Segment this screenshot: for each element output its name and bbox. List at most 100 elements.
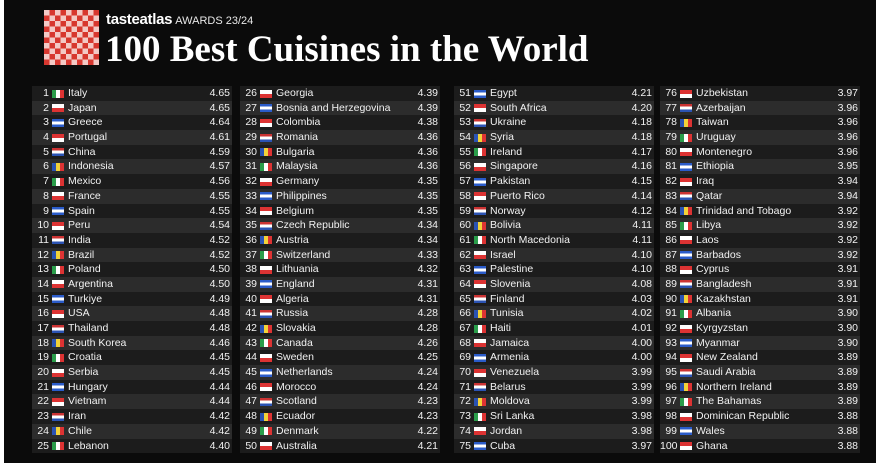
rank: 49 <box>245 424 257 437</box>
score: 4.55 <box>209 189 230 202</box>
flag-icon <box>680 427 692 436</box>
score: 3.99 <box>631 366 652 379</box>
cuisine-name: Bolivia <box>490 219 521 232</box>
ranking-row: 7 Mexico 4.56 <box>32 174 232 189</box>
cuisine-name: Bulgaria <box>276 145 315 158</box>
rank: 58 <box>459 189 471 202</box>
rank: 94 <box>665 351 677 364</box>
cuisine-name: Palestine <box>490 263 534 276</box>
score: 4.48 <box>209 307 230 320</box>
ranking-row: 45 Netherlands 4.24 <box>240 365 440 380</box>
rank: 77 <box>665 101 677 114</box>
ranking-row: 48 Ecuador 4.23 <box>240 409 440 424</box>
score: 4.45 <box>209 351 230 364</box>
score: 4.61 <box>209 131 230 144</box>
cuisine-name: USA <box>68 307 90 320</box>
rank: 93 <box>665 336 677 349</box>
rank: 72 <box>459 395 471 408</box>
cuisine-name: Canada <box>276 336 313 349</box>
ranking-row: 14 Argentina 4.50 <box>32 276 232 292</box>
score: 3.91 <box>837 292 858 305</box>
rank: 9 <box>43 204 49 217</box>
ranking-row: 10 Peru 4.54 <box>32 218 232 233</box>
score: 4.34 <box>417 219 438 232</box>
score: 4.21 <box>417 439 438 452</box>
cuisine-name: Trinidad and Tobago <box>696 204 792 217</box>
ranking-row: 64 Slovenia 4.08 <box>454 276 654 292</box>
rank: 38 <box>245 263 257 276</box>
rank: 96 <box>665 380 677 393</box>
ranking-row: 30 Bulgaria 4.36 <box>240 144 440 160</box>
ranking-row: 100 Ghana 3.88 <box>660 438 860 454</box>
cuisine-name: India <box>68 233 91 246</box>
score: 3.96 <box>837 116 858 129</box>
ranking-row: 28 Colombia 4.38 <box>240 115 440 131</box>
ranking-row: 25 Lebanon 4.40 <box>32 438 232 454</box>
score: 3.97 <box>837 87 858 99</box>
ranking-row: 3 Greece 4.64 <box>32 115 232 131</box>
score: 4.36 <box>417 160 438 173</box>
score: 3.90 <box>837 322 858 334</box>
flag-icon <box>474 353 486 362</box>
score: 4.11 <box>632 219 652 232</box>
score: 4.18 <box>631 116 652 129</box>
flag-icon <box>260 368 272 377</box>
rank: 100 <box>660 439 678 452</box>
cuisine-name: Kazakhstan <box>696 292 751 305</box>
rank: 68 <box>459 336 471 349</box>
cuisine-name: Azerbaijan <box>696 101 746 114</box>
rank: 80 <box>665 145 677 158</box>
flag-icon <box>680 118 692 127</box>
rank: 43 <box>245 336 257 349</box>
rank: 1 <box>43 87 49 99</box>
cuisine-name: Croatia <box>68 351 102 364</box>
ranking-row: 4 Portugal 4.61 <box>32 130 232 145</box>
ranking-row: 68 Jamaica 4.00 <box>454 335 654 351</box>
score: 4.01 <box>631 322 652 334</box>
rank: 42 <box>245 322 257 334</box>
flag-icon <box>474 177 486 186</box>
cuisine-name: Iran <box>68 410 87 423</box>
flag-icon <box>52 177 64 186</box>
flag-icon <box>680 148 692 157</box>
ranking-row: 77 Azerbaijan 3.96 <box>660 100 860 116</box>
ranking-row: 78 Taiwan 3.96 <box>660 115 860 131</box>
rank: 3 <box>43 116 49 129</box>
cuisine-name: Slovakia <box>276 322 316 334</box>
rank: 88 <box>665 263 677 276</box>
ranking-row: 39 England 4.31 <box>240 276 440 292</box>
score: 4.40 <box>209 439 230 452</box>
ranking-row: 57 Pakistan 4.15 <box>454 174 654 189</box>
score: 4.14 <box>631 189 652 202</box>
cuisine-name: Finland <box>490 292 525 305</box>
ranking-row: 58 Puerto Rico 4.14 <box>454 188 654 204</box>
cuisine-name: Barbados <box>696 248 741 261</box>
cuisine-name: North Macedonia <box>490 233 570 246</box>
ranking-row: 86 Laos 3.92 <box>660 232 860 248</box>
score: 4.23 <box>417 410 438 423</box>
ranking-row: 24 Chile 4.42 <box>32 423 232 439</box>
ranking-row: 33 Philippines 4.35 <box>240 188 440 204</box>
ranking-row: 11 India 4.52 <box>32 232 232 248</box>
score: 4.38 <box>417 116 438 129</box>
flag-icon <box>260 339 272 348</box>
rank: 40 <box>245 292 257 305</box>
rank: 57 <box>459 175 471 188</box>
flag-icon <box>474 118 486 127</box>
score: 4.65 <box>209 87 230 99</box>
flag-icon <box>680 89 692 98</box>
rank: 46 <box>245 380 257 393</box>
flag-icon <box>680 339 692 348</box>
cuisine-name: Brazil <box>68 248 95 261</box>
score: 3.96 <box>837 101 858 114</box>
ranking-row: 5 China 4.59 <box>32 144 232 160</box>
cuisine-name: Spain <box>68 204 95 217</box>
flag-icon <box>52 207 64 215</box>
ranking-row: 2 Japan 4.65 <box>32 100 232 116</box>
ranking-row: 60 Bolivia 4.11 <box>454 218 654 233</box>
score: 4.57 <box>209 160 230 173</box>
ranking-row: 98 Dominican Republic 3.88 <box>660 409 860 424</box>
score: 4.50 <box>209 277 230 290</box>
flag-icon <box>474 104 486 113</box>
score: 4.35 <box>417 175 438 188</box>
